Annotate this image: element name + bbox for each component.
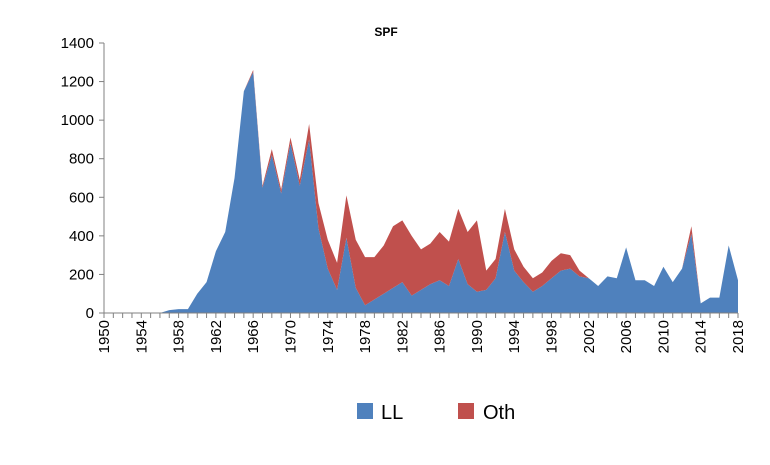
x-tick-label: 1954 [133, 320, 150, 353]
legend-swatch-oth [458, 403, 474, 419]
y-tick-label: 1400 [61, 35, 94, 52]
x-tick-label: 1950 [96, 320, 113, 353]
x-tick-label: 1974 [320, 320, 337, 353]
x-tick-label: 1970 [282, 320, 299, 353]
y-tick-label: 800 [69, 151, 94, 168]
x-tick-label: 1990 [469, 320, 486, 353]
series-area-oth [104, 70, 738, 313]
x-tick-label: 2002 [581, 320, 598, 353]
legend-label-ll: LL [381, 402, 403, 424]
x-tick-label: 1966 [245, 320, 262, 353]
legend-swatch-ll [357, 403, 373, 419]
y-axis: 0 200 400 600 800 1000 1200 1400 [61, 35, 105, 322]
x-tick-label: 1994 [506, 320, 523, 353]
y-tick-label: 600 [69, 189, 94, 206]
y-tick-label: 200 [69, 266, 94, 283]
plot-area [104, 70, 738, 314]
x-tick-label: 1962 [208, 320, 225, 353]
x-tick-label: 2014 [693, 320, 710, 353]
y-tick-label: 0 [86, 305, 94, 322]
y-tick-label: 1000 [61, 112, 94, 129]
legend: LL Oth [357, 402, 515, 424]
x-tick-label: 1986 [432, 320, 449, 353]
x-axis: 1950 1954 1958 1962 1966 1970 1974 1978 1982 1986… [96, 312, 747, 353]
x-tick-label: 2018 [730, 320, 747, 353]
x-tick-label: 1978 [357, 320, 374, 353]
x-tick-label: 1998 [544, 320, 561, 353]
y-tick-label: 400 [69, 228, 94, 245]
x-tick-label: 2010 [655, 320, 672, 353]
x-tick-label: 1958 [171, 320, 188, 353]
y-tick-label: 1200 [61, 74, 94, 91]
x-tick-label: 2006 [618, 320, 635, 353]
series-area-ll [104, 71, 738, 314]
x-tick-label: 1982 [394, 320, 411, 353]
legend-label-oth: Oth [483, 402, 515, 424]
chart-title: SPF [374, 25, 397, 39]
